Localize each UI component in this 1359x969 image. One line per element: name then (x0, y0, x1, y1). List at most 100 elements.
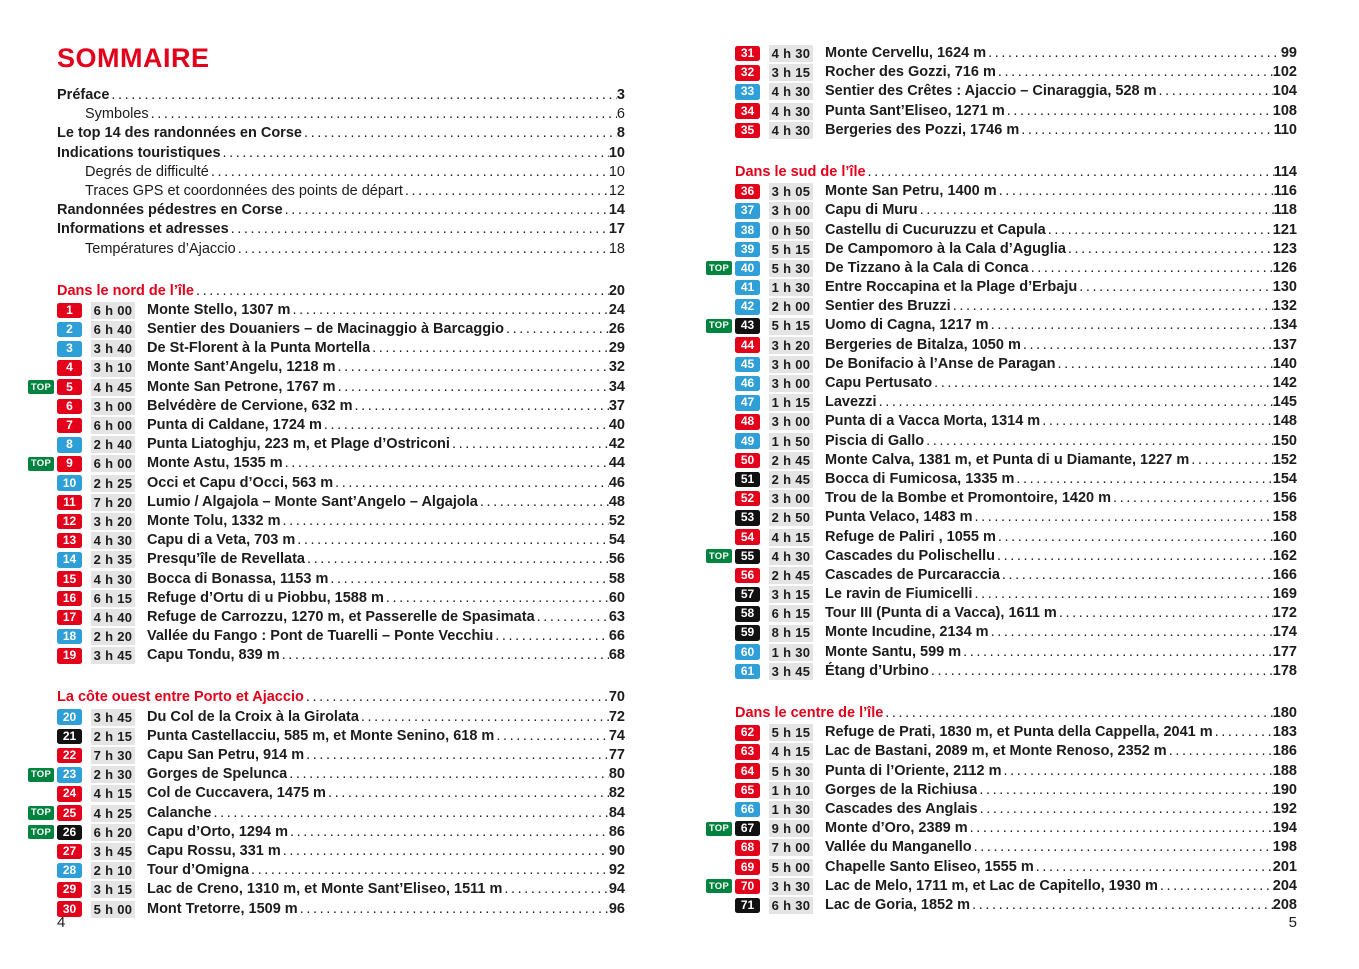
route-number-badge: 34 (735, 103, 760, 119)
route-page: 116 (1273, 183, 1297, 200)
route-title: Lac de Melo, 1711 m, et Lac de Capitello… (825, 877, 1158, 894)
route-title: Belvédère de Cervione, 632 m (147, 397, 353, 414)
route-title: Capu Rossu, 331 m (147, 842, 281, 859)
route-page: 94 (608, 881, 625, 898)
duration-chip: 3 h 00 (91, 397, 135, 415)
toc-entry: 60 1 h 30 Monte Santu, 599 m 177 (735, 643, 1297, 662)
route-title: Rocher des Gozzi, 716 m (825, 64, 996, 81)
duration-chip: 3 h 00 (769, 413, 813, 431)
route-number-badge: 13 (57, 532, 82, 549)
route-page: 158 (1272, 509, 1297, 526)
route-page: 99 (1280, 45, 1297, 61)
route-page: 150 (1272, 432, 1297, 449)
route-page: 58 (608, 570, 625, 587)
route-page: 134 (1272, 317, 1297, 334)
duration-chip: 5 h 15 (769, 317, 813, 335)
leader-dots (995, 547, 1273, 566)
duration-chip: 2 h 15 (91, 727, 135, 745)
leader-dots (304, 746, 609, 765)
route-title: Lumio / Algajola – Monte Sant’Angelo – A… (147, 493, 478, 510)
route-page: 145 (1272, 394, 1297, 411)
route-title: De St-Florent à la Punta Mortella (147, 340, 371, 357)
route-title: Punta di l’Oriente, 2112 m (825, 762, 1002, 779)
route-page: 178 (1272, 662, 1297, 679)
route-number-badge: 57 (735, 586, 760, 603)
toc-entry: 68 7 h 00 Vallée du Manganello 198 (735, 838, 1297, 857)
route-title: Tour III (Punta di a Vacca), 1611 m (825, 605, 1057, 622)
route-page: 44 (608, 455, 625, 472)
route-title: Monte Sant’Angelu, 1218 m (147, 359, 336, 376)
toc-entry: 18 2 h 20 Vallée du Fango : Pont de Tuarel… (57, 627, 625, 646)
duration-chip: 6 h 40 (91, 321, 135, 339)
duration-chip: 6 h 00 (91, 301, 135, 319)
duration-chip: 2 h 20 (91, 628, 135, 646)
route-number-badge: 24 (57, 786, 82, 802)
route-number-badge: 65 (735, 782, 760, 799)
leader-dots (211, 804, 608, 823)
route-number-badge: 17 (57, 609, 82, 626)
toc-entry: 1 6 h 00 Monte Stello, 1307 m 24 (57, 301, 625, 320)
duration-chip: 4 h 25 (91, 804, 135, 822)
page-left: SOMMAIRE Préface3Symboles6Le top 14 des … (28, 43, 625, 919)
route-page: 90 (608, 842, 625, 859)
leader-dots (322, 416, 609, 435)
toc-item-label: Températures d’Ajaccio (85, 240, 236, 257)
leader-dots (932, 374, 1273, 393)
route-page: 172 (1272, 605, 1297, 622)
duration-chip: 5 h 15 (769, 724, 813, 742)
toc-entry: 46 3 h 00 Capu Pertusato 142 (735, 374, 1297, 393)
route-title: Monte Stello, 1307 m (147, 301, 291, 318)
route-page: 86 (608, 823, 625, 840)
leader-dots (326, 784, 609, 803)
route-page: 54 (608, 532, 625, 549)
toc-item-page: 12 (608, 182, 625, 199)
leader-dots (149, 105, 617, 124)
route-title: Sentier des Crêtes : Ajaccio – Cinaraggi… (825, 83, 1157, 100)
route-title: De Bonifacio à l’Anse de Paragan (825, 355, 1056, 372)
route-page: 108 (1272, 102, 1297, 119)
route-page: 198 (1272, 839, 1297, 856)
toc-entry: 47 1 h 15 Lavezzi 145 (735, 393, 1297, 412)
page-title: SOMMAIRE (57, 43, 210, 73)
leader-dots (1077, 278, 1273, 297)
leader-dots (1111, 489, 1273, 508)
top-badge: TOP (28, 806, 54, 821)
route-title: Tour d’Omigna (147, 862, 250, 879)
toc-item-label: Indications touristiques (57, 144, 221, 161)
toc-entry: 8 2 h 40 Punta Liatoghju, 223 m, et Plage … (57, 435, 625, 454)
leader-dots (973, 508, 1273, 527)
duration-chip: 4 h 30 (91, 570, 135, 588)
toc-front-item: Informations et adresses 17 (57, 220, 625, 239)
toc-item-label: Le top 14 des randonnées en Corse (57, 125, 302, 142)
duration-chip: 3 h 45 (769, 662, 813, 680)
route-page: 74 (608, 727, 625, 744)
route-page: 96 (608, 900, 625, 917)
duration-chip: 3 h 05 (769, 183, 813, 201)
leader-dots (1167, 742, 1273, 761)
leader-dots (304, 688, 609, 707)
route-number-badge: 4 (57, 360, 82, 376)
route-title: Capu di Muru (825, 202, 918, 219)
duration-chip: 3 h 45 (91, 647, 135, 665)
route-number-badge: 32 (735, 65, 760, 81)
duration-chip: 4 h 30 (769, 121, 813, 139)
leader-dots (290, 301, 608, 320)
route-page: 34 (608, 378, 625, 395)
route-title: Lac de Bastani, 2089 m, et Monte Renoso,… (825, 743, 1167, 760)
section-title: Dans le nord de l’île (57, 282, 194, 299)
duration-chip: 0 h 50 (769, 221, 813, 239)
route-title: Du Col de la Croix à la Girolata (147, 708, 359, 725)
duration-chip: 3 h 45 (91, 843, 135, 861)
route-page: 190 (1272, 781, 1297, 798)
leader-dots (281, 842, 609, 861)
route-title: Punta di a Vacca Morta, 1314 m (825, 413, 1041, 430)
toc-entry: 7 6 h 00 Punta di Caldane, 1724 m 40 (57, 416, 625, 435)
route-page: 63 (608, 608, 625, 625)
top-badge: TOP (28, 767, 54, 782)
route-page: 154 (1272, 470, 1297, 487)
leader-dots (977, 781, 1272, 800)
duration-chip: 3 h 20 (91, 513, 135, 531)
leader-dots (333, 474, 609, 493)
route-page: 48 (608, 493, 625, 510)
